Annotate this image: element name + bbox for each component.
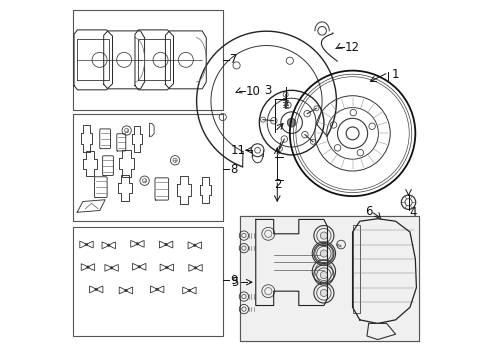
Bar bbox=[73, 226, 223, 336]
Text: 4: 4 bbox=[409, 206, 416, 219]
Bar bbox=[240, 216, 419, 341]
Text: 7: 7 bbox=[230, 53, 238, 66]
Text: 10: 10 bbox=[245, 85, 261, 98]
Text: 12: 12 bbox=[344, 41, 359, 54]
Text: 6: 6 bbox=[365, 205, 372, 218]
Text: 3: 3 bbox=[265, 84, 272, 97]
Circle shape bbox=[110, 267, 113, 269]
Text: 2: 2 bbox=[274, 178, 282, 191]
Text: 8: 8 bbox=[230, 163, 237, 176]
Circle shape bbox=[125, 289, 127, 292]
Bar bbox=[240, 216, 419, 341]
Circle shape bbox=[195, 267, 196, 269]
Circle shape bbox=[85, 243, 88, 246]
Bar bbox=[73, 10, 223, 110]
Text: 11: 11 bbox=[231, 144, 246, 157]
Bar bbox=[353, 225, 360, 313]
Circle shape bbox=[138, 266, 141, 268]
Bar bbox=[73, 114, 223, 221]
Text: 1: 1 bbox=[392, 68, 399, 81]
Circle shape bbox=[136, 243, 139, 245]
Circle shape bbox=[165, 243, 167, 246]
Circle shape bbox=[95, 288, 98, 291]
Circle shape bbox=[320, 271, 327, 279]
Circle shape bbox=[320, 250, 327, 257]
Circle shape bbox=[188, 289, 191, 292]
Circle shape bbox=[320, 232, 327, 239]
Circle shape bbox=[320, 289, 327, 297]
Circle shape bbox=[194, 244, 196, 247]
Circle shape bbox=[107, 244, 110, 247]
Circle shape bbox=[156, 288, 158, 291]
Text: 5: 5 bbox=[231, 276, 239, 289]
Circle shape bbox=[87, 266, 89, 268]
Circle shape bbox=[166, 266, 168, 269]
Text: 9: 9 bbox=[230, 274, 238, 287]
Circle shape bbox=[287, 118, 296, 127]
